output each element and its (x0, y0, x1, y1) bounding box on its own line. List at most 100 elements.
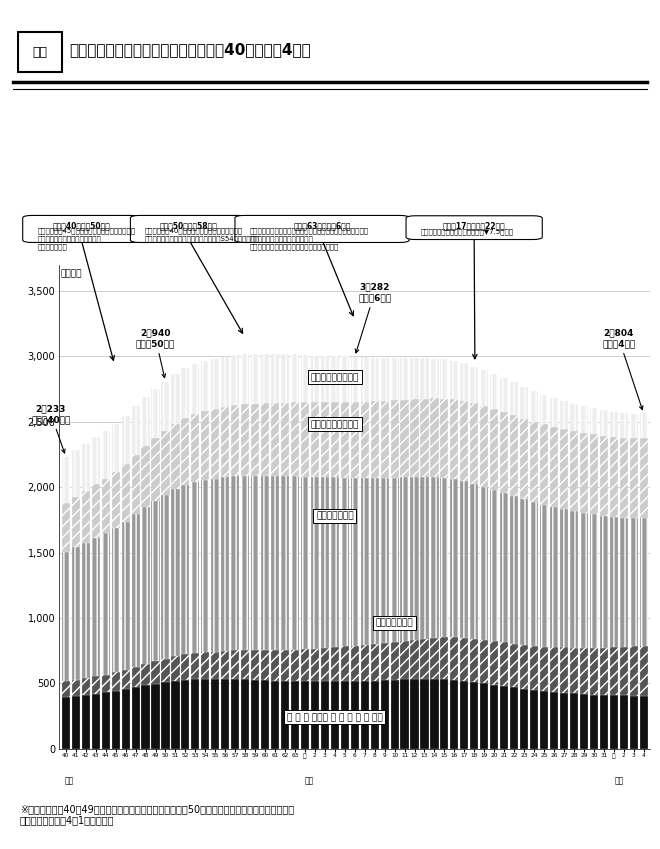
Bar (131, 407, 140, 455)
Bar (162, 495, 170, 659)
Bar (470, 682, 478, 749)
Bar (480, 370, 488, 407)
Bar (620, 438, 628, 518)
Bar (321, 356, 329, 402)
Bar (271, 650, 279, 681)
Bar (121, 670, 130, 689)
Bar (221, 679, 229, 749)
Bar (420, 679, 428, 749)
Bar (430, 477, 438, 638)
Bar (430, 679, 438, 749)
Bar (341, 402, 349, 477)
Bar (480, 407, 488, 486)
Bar (301, 402, 309, 477)
Bar (630, 646, 638, 695)
Bar (162, 381, 170, 430)
Text: ＜昭和50～昭和58年＞: ＜昭和50～昭和58年＞ (160, 222, 218, 230)
Bar (92, 694, 100, 749)
Bar (550, 427, 558, 507)
Bar (291, 681, 299, 749)
Bar (321, 648, 329, 682)
Bar (211, 358, 219, 408)
Bar (141, 508, 150, 664)
Bar (141, 664, 150, 685)
Bar (470, 367, 478, 403)
Bar (579, 406, 588, 433)
Bar (62, 552, 70, 682)
Bar (241, 679, 249, 749)
Text: 令和: 令和 (615, 776, 624, 785)
Bar (231, 476, 240, 650)
Bar (460, 481, 469, 638)
Text: 集中改革プランによる取組により▼7.5％削減: 集中改革プランによる取組により▼7.5％削減 (420, 228, 513, 234)
Bar (301, 649, 309, 681)
Text: ＜昭和40～昭和50年＞: ＜昭和40～昭和50年＞ (52, 222, 110, 230)
Bar (360, 357, 369, 402)
Bar (62, 503, 70, 552)
Bar (151, 683, 160, 749)
Bar (370, 357, 379, 402)
Bar (480, 640, 488, 683)
FancyBboxPatch shape (406, 216, 543, 239)
Bar (411, 679, 418, 749)
Bar (600, 695, 608, 749)
Bar (131, 687, 140, 749)
Bar (460, 401, 469, 481)
Text: ・教育部門：45人学級の実施等に伴う教職員の増
・警察・消防：体制強化に伴う増
・人口増加　等: ・教育部門：45人学級の実施等に伴う教職員の増 ・警察・消防：体制強化に伴う増 … (37, 228, 135, 250)
Text: 3，282
（平成6年）: 3，282 （平成6年） (355, 283, 391, 353)
Bar (500, 412, 508, 493)
FancyBboxPatch shape (235, 216, 409, 243)
Bar (211, 479, 219, 651)
Bar (381, 357, 389, 401)
Bar (341, 477, 349, 646)
Bar (520, 387, 528, 419)
Bar (391, 401, 399, 477)
Bar (172, 374, 180, 424)
Text: 地方公共団体の総職員数の推移（昭和40年〜令和4年）: 地方公共団体の総職員数の推移（昭和40年〜令和4年） (69, 42, 311, 58)
Bar (141, 685, 150, 749)
Bar (221, 357, 229, 407)
Bar (72, 450, 80, 497)
Text: 参考: 参考 (33, 46, 48, 59)
Bar (350, 402, 359, 478)
Bar (311, 649, 319, 682)
Bar (391, 357, 399, 401)
Bar (102, 479, 110, 533)
Bar (162, 682, 170, 749)
Bar (92, 437, 100, 485)
Bar (211, 651, 219, 679)
Bar (102, 693, 110, 749)
Bar (450, 638, 459, 680)
Bar (440, 679, 449, 749)
Bar (510, 415, 518, 496)
Bar (112, 672, 119, 691)
Bar (112, 472, 119, 528)
Bar (251, 475, 259, 650)
Bar (530, 502, 538, 646)
Bar (570, 511, 578, 648)
Bar (381, 401, 389, 478)
Bar (401, 477, 409, 641)
Bar (301, 681, 309, 749)
Bar (600, 515, 608, 648)
Bar (470, 484, 478, 638)
Bar (600, 436, 608, 515)
Bar (251, 403, 259, 475)
Bar (112, 528, 119, 672)
Bar (92, 537, 100, 677)
Bar (579, 694, 588, 749)
Bar (460, 363, 469, 401)
Text: 一 般 行 政（福 祉 関 係 を 除 く）: 一 般 行 政（福 祉 関 係 を 除 く） (287, 713, 383, 722)
Bar (221, 651, 229, 679)
Bar (350, 357, 359, 402)
Bar (520, 419, 528, 499)
Bar (440, 359, 449, 398)
Bar (311, 682, 319, 749)
Bar (281, 650, 289, 681)
Bar (570, 431, 578, 511)
Bar (401, 357, 409, 400)
Bar (201, 481, 209, 652)
Bar (62, 682, 70, 697)
Bar (430, 358, 438, 398)
Bar (182, 419, 189, 485)
